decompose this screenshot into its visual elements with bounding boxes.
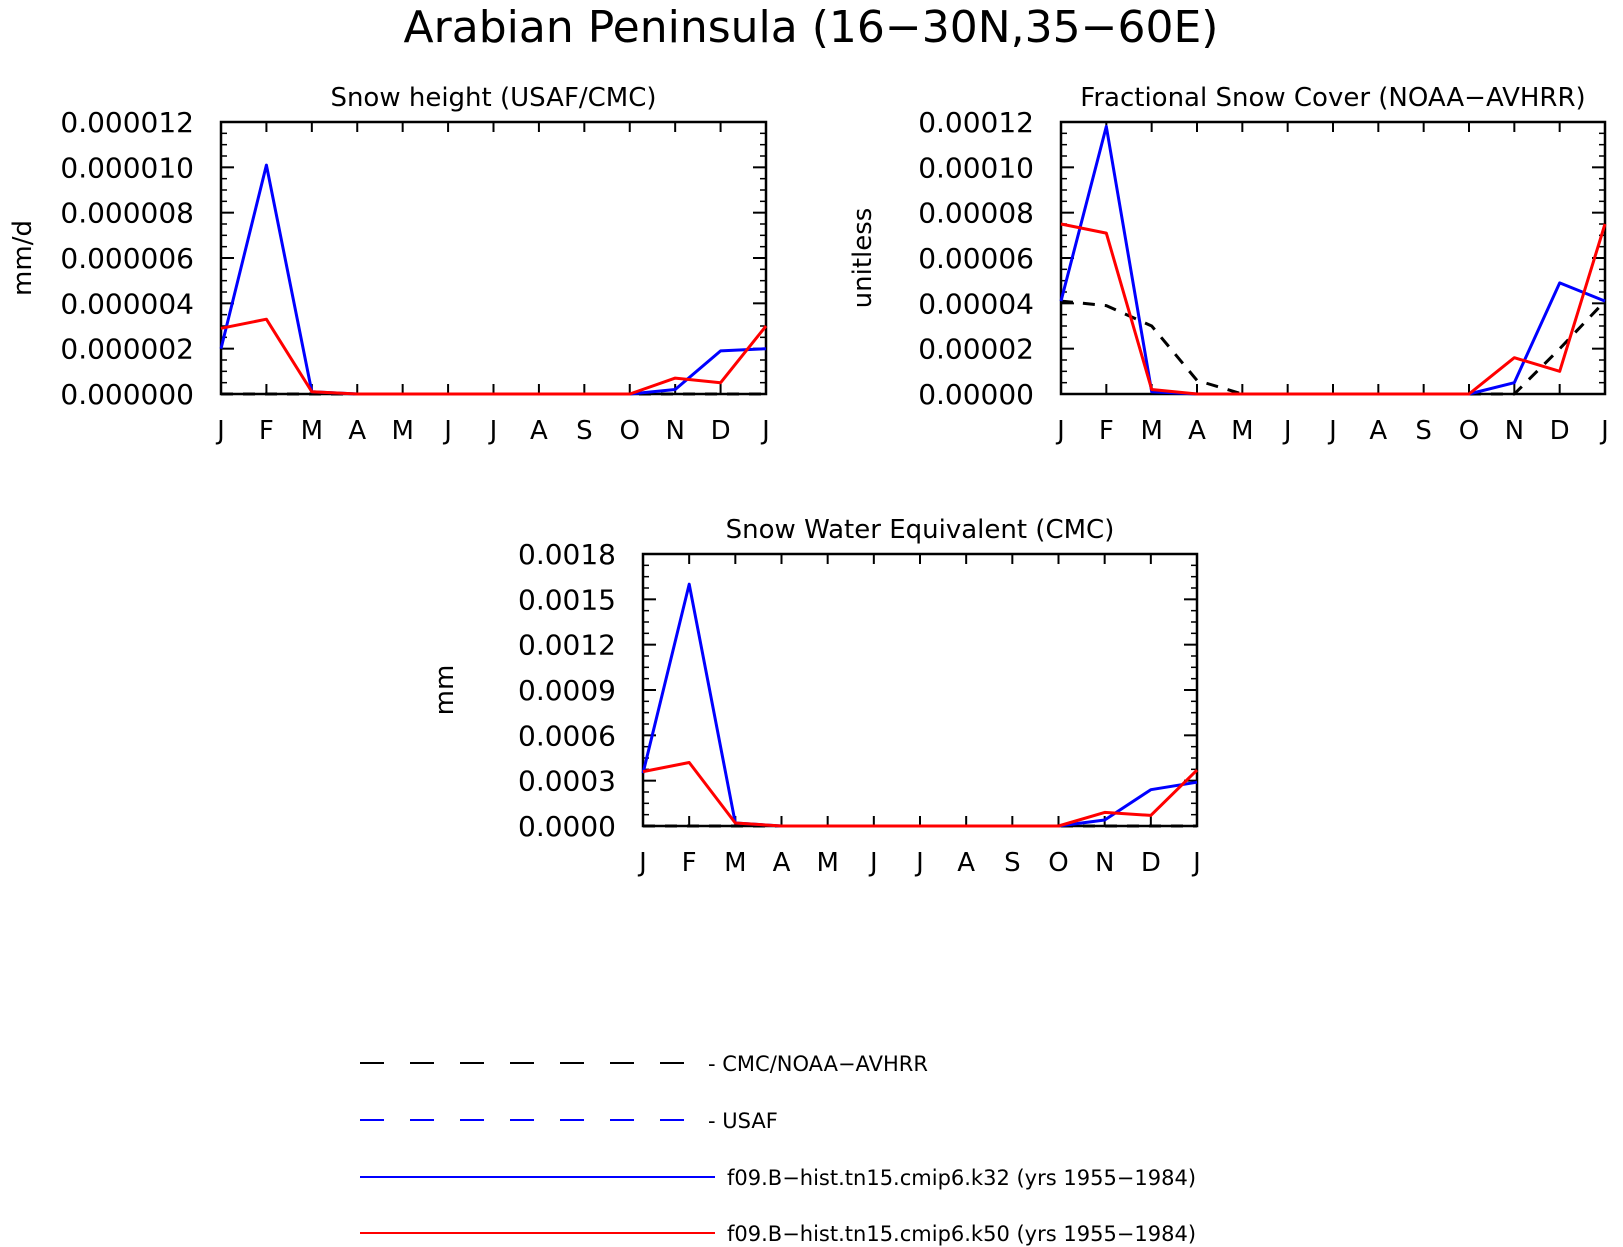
fractional-snow-cover-month-label: J: [1282, 416, 1292, 446]
snow-height-month-label: J: [442, 416, 452, 446]
legend-label-obs: - CMC/NOAA−AVHRR: [708, 1052, 928, 1076]
snow-water-equivalent-ytick-label: 0.0003: [518, 765, 616, 798]
snow-water-equivalent-ylabel: mm: [430, 665, 460, 716]
snow-height-ylabel: mm/d: [8, 220, 38, 296]
snow-height-month-label: A: [348, 416, 366, 446]
snow-water-equivalent-series-k50: [642, 761, 1199, 828]
snow-height-month-label: O: [620, 416, 640, 446]
snow-height-ytick-label: 0.000012: [60, 106, 194, 139]
snow-height-month-label: A: [530, 416, 548, 446]
legend-label-usaf: - USAF: [708, 1109, 778, 1133]
snow-water-equivalent-ytick-label: 0.0018: [518, 538, 616, 571]
snow-height-month-label: M: [301, 416, 323, 446]
snow-height-title: Snow height (USAF/CMC): [330, 83, 656, 113]
snow-height-ytick-label: 0.000004: [60, 287, 194, 320]
fractional-snow-cover-month-label: O: [1459, 416, 1479, 446]
fractional-snow-cover-month-label: S: [1415, 416, 1432, 446]
fractional-snow-cover-ytick-label: 0.00012: [918, 106, 1034, 139]
fractional-snow-cover-ytick-label: 0.00006: [918, 242, 1034, 275]
snow-height-month-label: S: [576, 416, 593, 446]
fractional-snow-cover-ylabel: unitless: [848, 208, 878, 309]
snow-water-equivalent-month-label: D: [1141, 848, 1161, 878]
fractional-snow-cover-month-label: M: [1140, 416, 1162, 446]
snow-water-equivalent-month-label: A: [957, 848, 975, 878]
snow-water-equivalent-ytick-label: 0.0015: [518, 583, 616, 616]
snow-water-equivalent-month-label: J: [914, 848, 924, 878]
snow-water-equivalent-month-label: J: [1191, 848, 1201, 878]
fractional-snow-cover-month-label: J: [1327, 416, 1337, 446]
snow-height-month-label: F: [259, 416, 274, 446]
snow-height-month-label: M: [391, 416, 413, 446]
snow-height-month-label: J: [760, 416, 770, 446]
snow-water-equivalent-month-label: A: [773, 848, 791, 878]
snow-height-ytick-label: 0.000000: [60, 378, 194, 411]
fractional-snow-cover-series-obs: [1060, 299, 1607, 396]
fractional-snow-cover-month-label: J: [1599, 416, 1609, 446]
fractional-snow-cover-ytick-label: 0.00002: [918, 333, 1034, 366]
snow-water-equivalent-ytick-label: 0.0009: [518, 674, 616, 707]
fractional-snow-cover-ytick-label: 0.00000: [918, 378, 1034, 411]
snow-water-equivalent-month-label: O: [1048, 848, 1068, 878]
fractional-snow-cover-month-label: F: [1099, 416, 1114, 446]
snow-height-month-label: N: [665, 416, 684, 446]
snow-water-equivalent-ytick-label: 0.0000: [518, 810, 616, 843]
figure-title: Arabian Peninsula (16−30N,35−60E): [404, 2, 1219, 53]
panel-snow-height: Snow height (USAF/CMC)J F M A M J J A S O N D J0.000…: [8, 83, 770, 446]
snow-water-equivalent-month-label: J: [868, 848, 878, 878]
panel-fractional-snow-cover: Fractional Snow Cover (NOAA−AVHRR)J F M A M J…: [848, 83, 1609, 446]
snow-water-equivalent-plot-frame: [641, 552, 1199, 828]
snow-water-equivalent-ytick-label: 0.0012: [518, 629, 616, 662]
snow-water-equivalent-ytick-label: 0.0006: [518, 719, 616, 752]
snow-height-ytick-label: 0.000008: [60, 197, 194, 230]
snow-water-equivalent-month-label: M: [816, 848, 838, 878]
snow-water-equivalent-month-label: J: [637, 848, 647, 878]
legend-label-k32: f09.B−hist.tn15.cmip6.k32 (yrs 1955−1984…: [727, 1166, 1196, 1190]
fractional-snow-cover-series-k50: [1060, 222, 1607, 396]
snow-height-ytick-label: 0.000010: [60, 151, 194, 184]
snow-water-equivalent-month-label: M: [724, 848, 746, 878]
fractional-snow-cover-ytick-label: 0.00010: [918, 151, 1034, 184]
snow-water-equivalent-month-label: S: [1004, 848, 1021, 878]
fractional-snow-cover-month-label: A: [1188, 416, 1206, 446]
snow-water-equivalent-title: Snow Water Equivalent (CMC): [726, 515, 1115, 545]
snow-height-series-k50: [220, 317, 768, 396]
snow-water-equivalent-month-label: N: [1095, 848, 1114, 878]
fractional-snow-cover-month-label: A: [1369, 416, 1387, 446]
snow-height-month-label: J: [488, 416, 498, 446]
fractional-snow-cover-month-label: J: [1055, 416, 1065, 446]
legend: - CMC/NOAA−AVHRR - USAF f09.B−hist.tn15.cm…: [360, 1052, 1196, 1246]
fractional-snow-cover-month-label: D: [1550, 416, 1570, 446]
snow-water-equivalent-series-k32: [641, 582, 1198, 828]
panel-snow-water-equivalent: Snow Water Equivalent (CMC)J F M A M J J A S O N D J…: [430, 515, 1201, 878]
snow-water-equivalent-month-label: F: [682, 848, 697, 878]
snow-height-ytick-label: 0.000006: [60, 242, 194, 275]
fractional-snow-cover-title: Fractional Snow Cover (NOAA−AVHRR): [1080, 83, 1585, 113]
fractional-snow-cover-month-label: M: [1231, 416, 1253, 446]
snow-height-month-label: D: [711, 416, 731, 446]
fractional-snow-cover-ytick-label: 0.00008: [918, 197, 1034, 230]
snow-height-ytick-label: 0.000002: [60, 333, 194, 366]
legend-label-k50: f09.B−hist.tn15.cmip6.k50 (yrs 1955−1984…: [727, 1222, 1196, 1246]
snow-height-month-label: J: [215, 416, 225, 446]
fractional-snow-cover-ytick-label: 0.00004: [918, 287, 1034, 320]
snow-height-series-k32: [219, 163, 767, 396]
fractional-snow-cover-month-label: N: [1505, 416, 1524, 446]
